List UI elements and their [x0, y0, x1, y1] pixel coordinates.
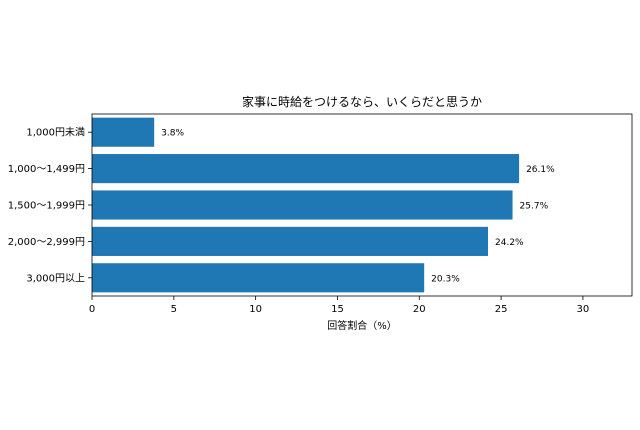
x-axis-label: 回答割合（%） — [327, 319, 397, 332]
x-tick-label: 0 — [89, 304, 95, 315]
plot-frame — [91, 113, 633, 297]
axes-layer: 1,000円未満 1,000〜1,499円 1,500〜1,999円 2,000〜2,… — [8, 113, 633, 315]
y-tick-label: 1,500〜1,999円 — [8, 201, 85, 212]
bar-value-label: 25.7% — [520, 202, 549, 212]
x-tick-label: 5 — [171, 304, 177, 315]
bar — [92, 117, 155, 147]
bar-value-label: 3.8% — [161, 129, 184, 139]
bar — [92, 226, 488, 256]
chart-title: 家事に時給をつけるなら、いくらだと思うか — [242, 94, 482, 109]
bar — [92, 154, 520, 184]
bar-value-label: 20.3% — [431, 274, 460, 284]
x-tick-label: 10 — [249, 304, 262, 315]
x-tick-label: 30 — [577, 304, 590, 315]
y-tick-label: 2,000〜2,999円 — [8, 237, 85, 248]
bar-value-label: 26.1% — [526, 165, 555, 175]
x-tick-label: 20 — [413, 304, 426, 315]
bar — [92, 263, 425, 293]
y-tick-label: 1,000円未満 — [26, 127, 85, 139]
y-tick-label: 1,000〜1,499円 — [8, 164, 85, 175]
bar — [92, 190, 513, 220]
x-tick-label: 15 — [331, 304, 344, 315]
bar-value-label: 24.2% — [495, 238, 524, 248]
bars-layer: 3.8% 26.1% 25.7% 24.2% 20.3% — [92, 117, 555, 293]
y-tick-label: 3,000円以上 — [26, 272, 85, 284]
x-tick-label: 25 — [495, 304, 508, 315]
